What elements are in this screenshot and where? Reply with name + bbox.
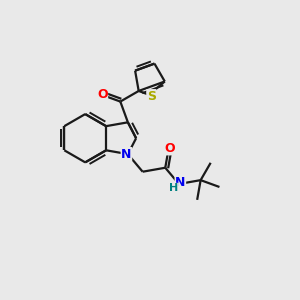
Text: N: N bbox=[121, 148, 132, 160]
Text: H: H bbox=[169, 183, 178, 194]
Text: N: N bbox=[175, 176, 185, 189]
Text: O: O bbox=[165, 142, 175, 155]
Text: S: S bbox=[147, 90, 156, 103]
Text: O: O bbox=[97, 88, 108, 100]
